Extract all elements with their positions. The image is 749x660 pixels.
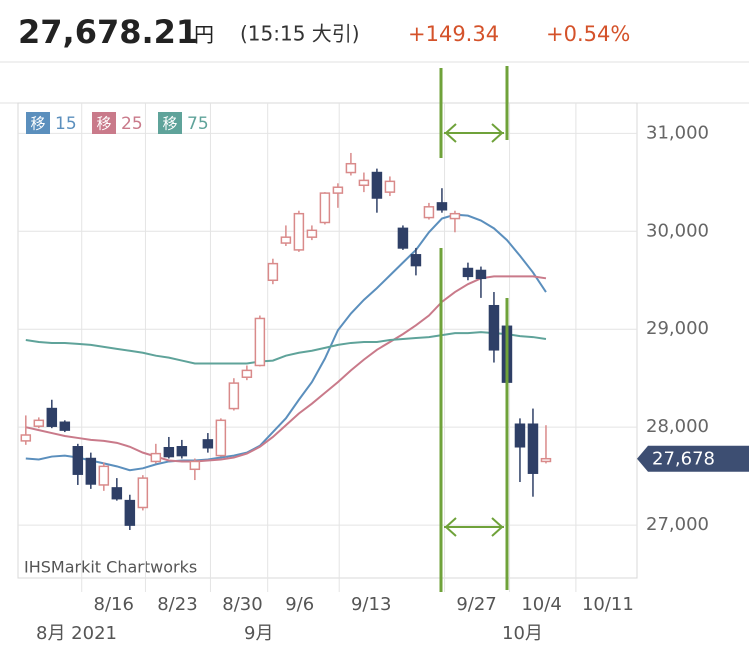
candle-body	[449, 212, 461, 220]
month-label: 10月	[502, 623, 543, 644]
candle-body	[527, 423, 539, 474]
candle-body	[163, 446, 175, 458]
x-tick-label: 9/6	[285, 594, 314, 615]
candle-body	[475, 269, 487, 280]
price-unit: 円	[194, 23, 214, 47]
y-tick-label: 28,000	[646, 416, 709, 437]
y-tick-label: 27,000	[646, 514, 709, 535]
candle-body	[228, 382, 240, 410]
x-tick-label: 8/30	[222, 594, 262, 615]
plot-frame	[17, 102, 638, 579]
y-tick-label: 29,000	[646, 318, 709, 339]
candle-body	[332, 186, 344, 194]
legend-badge	[158, 112, 182, 134]
candle-body	[20, 434, 32, 442]
candle-body	[319, 192, 331, 224]
candle-body	[72, 446, 84, 475]
candle-body	[358, 179, 370, 187]
candle-body	[345, 162, 357, 174]
candle-body	[462, 267, 474, 278]
legend-badge-text: 移	[30, 115, 45, 133]
legend-label: 15	[55, 114, 77, 134]
month-label: 8月 2021	[36, 623, 117, 644]
y-tick-label: 30,000	[646, 220, 709, 241]
candle-body	[410, 254, 422, 267]
legend-label: 75	[187, 114, 209, 134]
candle-body	[423, 206, 435, 219]
price: 27,678.21	[18, 13, 198, 51]
annotation	[439, 66, 509, 592]
x-tick-label: 9/13	[351, 594, 391, 615]
candle-body	[540, 457, 552, 463]
candle-body	[254, 317, 266, 367]
legend-label: 25	[121, 114, 143, 134]
legend-badge-text: 移	[162, 115, 177, 133]
price-tag-label: 27,678	[652, 449, 715, 470]
y-tick-label: 31,000	[646, 122, 709, 143]
ma-line	[25, 213, 547, 472]
candle-body	[215, 419, 227, 457]
candle-body	[46, 407, 58, 427]
candle-body	[241, 369, 253, 378]
candle-body	[85, 457, 97, 485]
candle-body	[306, 229, 318, 238]
time: (15:15 大引)	[240, 22, 360, 46]
candle-body	[150, 452, 162, 463]
x-tick-label: 10/11	[582, 594, 634, 615]
candle-body	[371, 171, 383, 199]
candle-body	[514, 423, 526, 448]
candle-body	[293, 212, 305, 251]
candle-body	[33, 419, 45, 427]
month-label: 9月	[244, 623, 273, 644]
candle-body	[267, 262, 279, 282]
plot-layer: 27,000 28,000 29,000 30,000 31,000 8/16 8/23 8/…	[18, 103, 749, 615]
x-tick-label: 8/16	[94, 594, 134, 615]
x-tick-label: 9/27	[456, 594, 496, 615]
candle-body	[176, 446, 188, 457]
candle-body	[59, 421, 71, 431]
legend-badge	[92, 112, 116, 134]
candle-body	[384, 180, 396, 193]
candle-body	[98, 465, 110, 486]
price-tag	[637, 445, 749, 472]
candle-body	[137, 477, 149, 509]
candle-body	[397, 227, 409, 249]
candle-body	[488, 304, 500, 351]
legend-badge-text: 移	[96, 115, 111, 133]
legend-badge	[26, 112, 50, 134]
source: IHSMarkit Chartworks	[24, 558, 197, 577]
candle-body	[436, 202, 448, 211]
candle-body	[202, 439, 214, 449]
candle-body	[189, 460, 201, 471]
ma-line	[25, 331, 547, 365]
x-tick-label: 8/23	[157, 594, 197, 615]
x-tick-label: 10/4	[521, 594, 561, 615]
ma-line	[25, 275, 547, 463]
candle-body	[124, 499, 136, 526]
change-pct: +0.54%	[546, 22, 630, 46]
candle-body	[111, 487, 123, 500]
change: +149.34	[408, 22, 499, 46]
candle-body	[280, 236, 292, 244]
